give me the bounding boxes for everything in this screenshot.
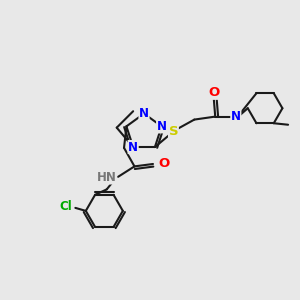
Text: N: N [157,120,166,133]
Text: Cl: Cl [59,200,72,213]
Text: N: N [139,107,149,120]
Text: N: N [128,141,138,154]
Text: O: O [208,86,219,99]
Text: O: O [158,158,169,170]
Text: HN: HN [97,171,117,184]
Text: N: N [231,110,241,123]
Text: S: S [169,125,178,138]
